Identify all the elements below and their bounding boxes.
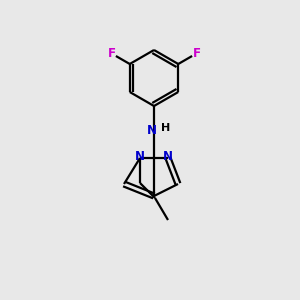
Text: H: H (161, 123, 171, 133)
Text: N: N (163, 151, 173, 164)
Text: N: N (147, 124, 157, 136)
Text: F: F (108, 47, 116, 60)
Text: F: F (192, 47, 200, 60)
Text: N: N (135, 151, 145, 164)
